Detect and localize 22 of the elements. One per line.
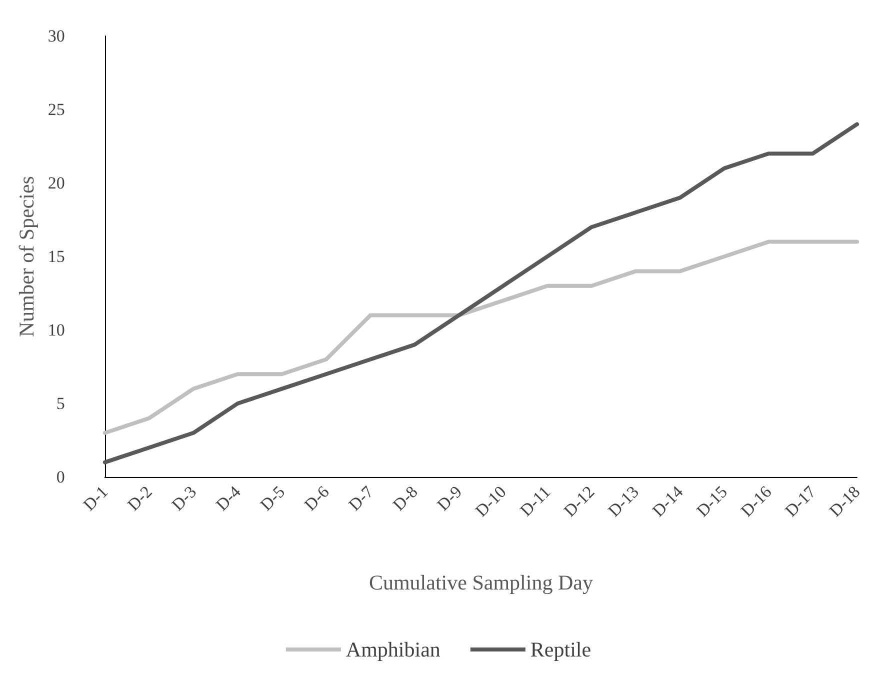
y-tick-label: 30 xyxy=(48,26,65,46)
x-tick-label: D-6 xyxy=(300,482,333,514)
y-tick-label: 20 xyxy=(48,174,65,192)
legend-label: Amphibian xyxy=(346,638,441,662)
y-tick-label: 5 xyxy=(56,394,65,413)
x-tick-label: D-9 xyxy=(433,482,466,514)
y-tick-label: 25 xyxy=(48,100,65,119)
y-axis-title: Number of Species xyxy=(14,176,38,337)
x-tick-label: D-5 xyxy=(256,482,289,514)
x-tick-label: D-7 xyxy=(344,482,378,514)
x-tick-label: D-3 xyxy=(168,482,200,514)
x-tick-label: D-4 xyxy=(212,482,245,514)
x-tick-label: D-1 xyxy=(80,482,112,514)
x-tick-label: D-8 xyxy=(389,482,422,514)
x-axis-title: Cumulative Sampling Day xyxy=(368,570,594,594)
y-tick-label: 10 xyxy=(48,320,65,340)
y-tick-label: 0 xyxy=(56,468,65,486)
line-series xyxy=(102,240,859,435)
x-tick-label: D-2 xyxy=(124,482,156,514)
legend-label: Reptile xyxy=(530,638,592,662)
line-series xyxy=(102,122,859,464)
y-tick-label: 15 xyxy=(48,247,65,266)
